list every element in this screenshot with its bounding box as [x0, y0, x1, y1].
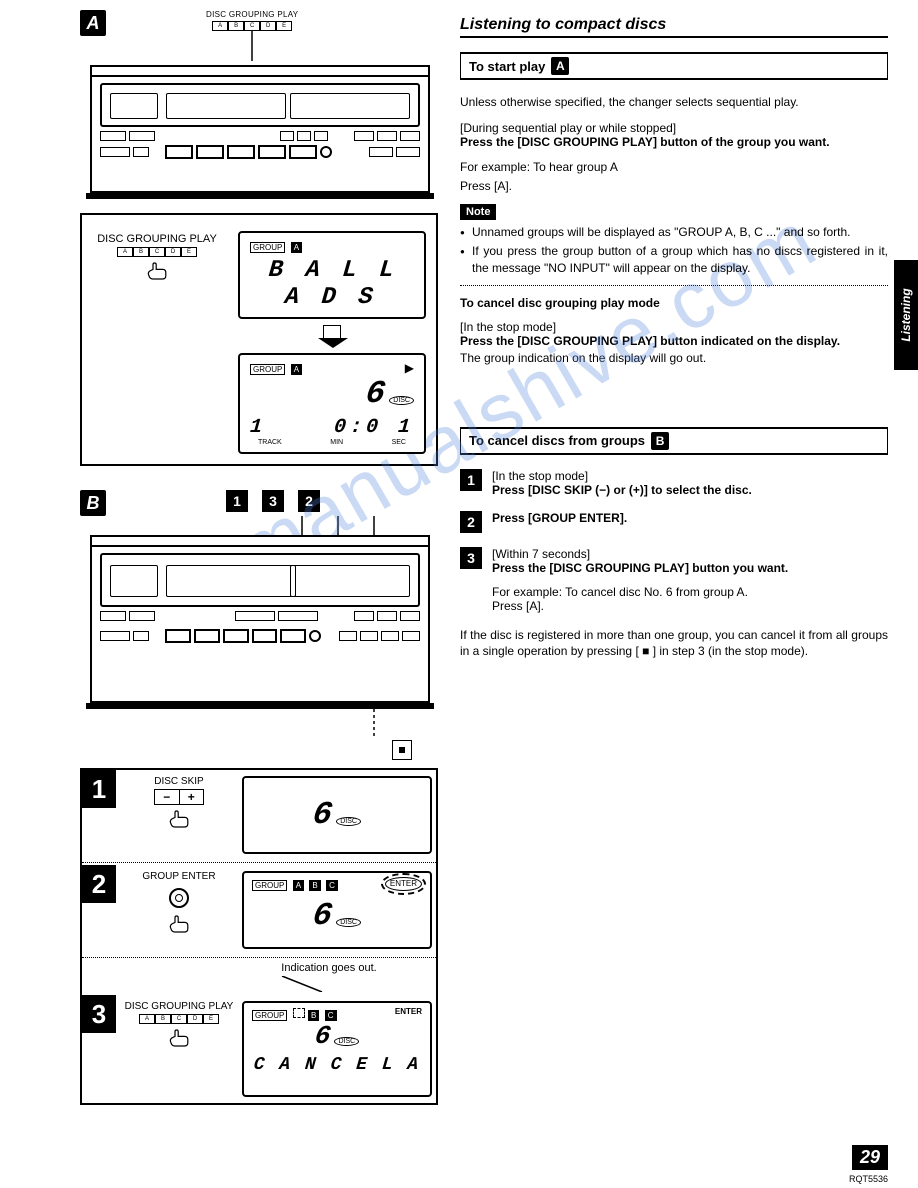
- dgp-btn-e: E: [276, 21, 292, 31]
- hand-point-icon: [167, 809, 191, 829]
- lcd-a2-disc: DISC: [389, 396, 414, 405]
- s3-ex1: For example: To cancel disc No. 6 from g…: [492, 585, 888, 599]
- s2-instruction: Press [GROUP ENTER].: [492, 511, 888, 525]
- lcd-a1-a: A: [291, 242, 302, 253]
- section-a-marker: A: [80, 10, 106, 36]
- right-step-1: 1: [460, 469, 482, 491]
- step3-label: DISC GROUPING PLAY: [124, 1001, 234, 1012]
- callout-1: 1: [226, 490, 248, 512]
- header-cancel-discs: To cancel discs from groups B: [460, 427, 888, 455]
- step3-lcd: GROUP B C ENTER 6 DISC C A N C E L A: [242, 1001, 432, 1097]
- dgp-btn-c: C: [244, 21, 260, 31]
- cm-text: The group indication on the display will…: [460, 350, 888, 367]
- section-b-marker: B: [80, 490, 106, 516]
- hand-point-icon: [167, 914, 191, 934]
- page-title: Listening to compact discs: [460, 16, 888, 38]
- step-3-num: 3: [82, 995, 116, 1033]
- dgp-btn-a: A: [212, 21, 228, 31]
- arrow-down-icon: [323, 325, 341, 339]
- panel-a-dgp-label: DISC GROUPING PLAY: [92, 233, 222, 245]
- note-2: If you press the group button of a group…: [460, 243, 888, 277]
- s3-context: [Within 7 seconds]: [492, 547, 888, 561]
- device-illustration-b: [90, 535, 430, 703]
- note-label: Note: [460, 204, 496, 220]
- steps-panel: 1 DISC SKIP −+ 6 DISC: [80, 768, 438, 1105]
- panel-a: DISC GROUPING PLAY A B C D E: [80, 213, 438, 466]
- s3-instruction: Press the [DISC GROUPING PLAY] button yo…: [492, 561, 888, 575]
- text-p3a: For example: To hear group A: [460, 159, 888, 176]
- callout-2: 2: [298, 490, 320, 512]
- lcd-a1-group: GROUP: [250, 242, 285, 253]
- hand-point-icon: [145, 261, 169, 281]
- right-step-3: 3: [460, 547, 482, 569]
- step-1-num: 1: [82, 770, 116, 808]
- s3-ex2: Press [A].: [492, 599, 888, 613]
- cm-instruction: Press the [DISC GROUPING PLAY] button in…: [460, 334, 888, 348]
- doc-id: RQT5536: [849, 1174, 888, 1184]
- dgp-top-label: DISC GROUPING PLAY: [206, 10, 298, 19]
- disc-skip-buttons: −+: [154, 789, 204, 805]
- lcd-a2-big: 6: [363, 375, 387, 412]
- step2-lcd: GROUP A B C ENTER 6 DISC: [242, 871, 432, 949]
- step1-label: DISC SKIP: [124, 776, 234, 787]
- cm-context: [In the stop mode]: [460, 320, 888, 334]
- text-p3b: Press [A].: [460, 178, 888, 195]
- step-2-num: 2: [82, 865, 116, 903]
- lcd-a2: GROUP A ▶ 6 DISC 1 0:0 1: [238, 353, 426, 454]
- dgp-btn-d: D: [260, 21, 276, 31]
- text-p2-context: [During sequential play or while stopped…: [460, 121, 888, 135]
- indication-label: Indication goes out.: [222, 962, 436, 974]
- side-tab-label: Listening: [899, 260, 913, 370]
- page-number: 29: [852, 1145, 888, 1170]
- right-step-2: 2: [460, 511, 482, 533]
- device-illustration-a: [90, 65, 430, 193]
- header-start-play: To start play A: [460, 52, 888, 80]
- footer-paragraph: If the disc is registered in more than o…: [460, 627, 888, 661]
- step1-lcd: 6 DISC: [242, 776, 432, 854]
- dgp-top-buttons: A B C D E: [206, 21, 298, 31]
- cancel-mode-heading: To cancel disc grouping play mode: [460, 296, 888, 310]
- stop-icon: [392, 740, 412, 760]
- side-tab: Listening: [894, 260, 918, 370]
- note-1: Unnamed groups will be displayed as "GRO…: [460, 224, 888, 241]
- lcd-a1: GROUP A B A L L A D S: [238, 231, 426, 319]
- text-p2: Press the [DISC GROUPING PLAY] button of…: [460, 135, 888, 149]
- callout-3: 3: [262, 490, 284, 512]
- lcd-a1-text: B A L L A D S: [248, 257, 417, 311]
- s1-instruction: Press [DISC SKIP (−) or (+)] to select t…: [492, 483, 888, 497]
- dgp-btn-b: B: [228, 21, 244, 31]
- hand-point-icon: [167, 1028, 191, 1048]
- s1-context: [In the stop mode]: [492, 469, 888, 483]
- text-p1: Unless otherwise specified, the changer …: [460, 94, 888, 111]
- step2-label: GROUP ENTER: [124, 871, 234, 882]
